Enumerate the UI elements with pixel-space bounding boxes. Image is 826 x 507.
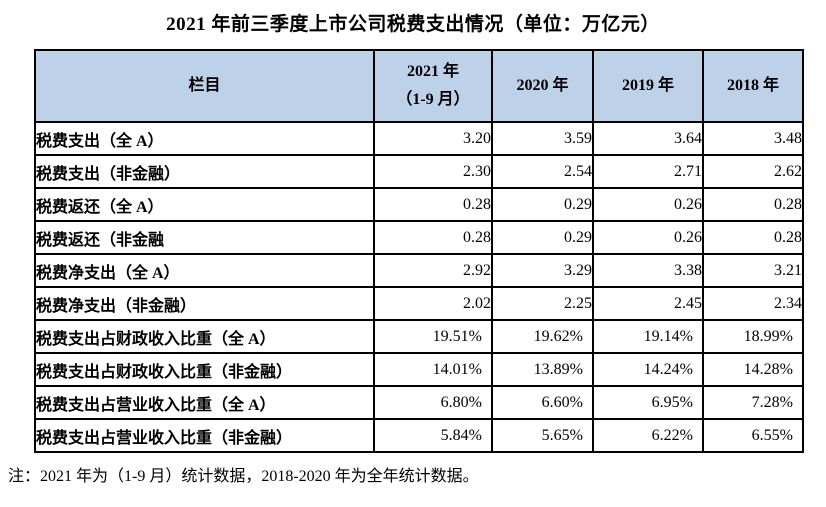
value-cell: 0.28 [373, 220, 493, 255]
table-row: 税费支出占财政收入比重（非金融） 14.01% 13.89% 14.24% 14… [34, 352, 804, 387]
value-cell: 2.45 [592, 286, 704, 321]
value-cell: 19.14% [592, 319, 704, 354]
value-cell: 5.84% [373, 418, 493, 453]
value-cell: 3.48 [702, 121, 804, 156]
value-cell: 2.02 [373, 286, 493, 321]
value-cell: 14.01% [373, 352, 493, 387]
value-cell: 0.28 [702, 187, 804, 222]
value-cell: 0.26 [592, 220, 704, 255]
row-label: 税费支出占营业收入比重（非金融） [34, 418, 375, 453]
value-cell: 7.28% [702, 385, 804, 420]
table-row: 税费支出占财政收入比重（全 A） 19.51% 19.62% 19.14% 18… [34, 319, 804, 354]
value-cell: 6.55% [702, 418, 804, 453]
row-label: 税费支出占财政收入比重（非金融） [34, 352, 375, 387]
value-cell: 3.21 [702, 253, 804, 288]
value-cell: 2.54 [491, 154, 594, 189]
value-cell: 6.95% [592, 385, 704, 420]
table-row: 税费支出占营业收入比重（全 A） 6.80% 6.60% 6.95% 7.28% [34, 385, 804, 420]
col-header-item: 栏目 [34, 49, 375, 123]
row-label: 税费支出（全 A） [34, 121, 375, 156]
table-header: 栏目 2021 年 （1-9 月） 2020 年 2019 年 2018 年 [34, 49, 804, 123]
value-cell: 0.29 [491, 187, 594, 222]
value-cell: 0.28 [373, 187, 493, 222]
value-cell: 2.30 [373, 154, 493, 189]
value-cell: 3.29 [491, 253, 594, 288]
table-row: 税费支出（非金融） 2.30 2.54 2.71 2.62 [34, 154, 804, 189]
row-label: 税费支出占营业收入比重（全 A） [34, 385, 375, 420]
value-cell: 3.38 [592, 253, 704, 288]
value-cell: 18.99% [702, 319, 804, 354]
value-cell: 3.20 [373, 121, 493, 156]
table-row: 税费返还（全 A） 0.28 0.29 0.26 0.28 [34, 187, 804, 222]
row-label: 税费支出（非金融） [34, 154, 375, 189]
value-cell: 2.62 [702, 154, 804, 189]
value-cell: 14.28% [702, 352, 804, 387]
value-cell: 0.29 [491, 220, 594, 255]
table-row: 税费返还（非金融 0.28 0.29 0.26 0.28 [34, 220, 804, 255]
value-cell: 3.59 [491, 121, 594, 156]
value-cell: 14.24% [592, 352, 704, 387]
header-row: 栏目 2021 年 （1-9 月） 2020 年 2019 年 2018 年 [34, 49, 804, 123]
value-cell: 0.28 [702, 220, 804, 255]
value-cell: 6.60% [491, 385, 594, 420]
value-cell: 19.51% [373, 319, 493, 354]
value-cell: 2.34 [702, 286, 804, 321]
row-label: 税费返还（非金融 [34, 220, 375, 255]
value-cell: 2.71 [592, 154, 704, 189]
table-row: 税费支出（全 A） 3.20 3.59 3.64 3.48 [34, 121, 804, 156]
value-cell: 2.92 [373, 253, 493, 288]
row-label: 税费净支出（非金融） [34, 286, 375, 321]
row-label: 税费净支出（全 A） [34, 253, 375, 288]
value-cell: 5.65% [491, 418, 594, 453]
value-cell: 0.26 [592, 187, 704, 222]
value-cell: 3.64 [592, 121, 704, 156]
footnote: 注：2021 年为（1-9 月）统计数据，2018-2020 年为全年统计数据。 [8, 468, 479, 485]
table-row: 税费支出占营业收入比重（非金融） 5.84% 5.65% 6.22% 6.55% [34, 418, 804, 453]
col-header-2018: 2018 年 [702, 49, 804, 123]
col-header-2021: 2021 年 （1-9 月） [373, 49, 493, 123]
table-row: 税费净支出（全 A） 2.92 3.29 3.38 3.21 [34, 253, 804, 288]
tax-expenditure-table: 栏目 2021 年 （1-9 月） 2020 年 2019 年 2018 年 税… [34, 49, 804, 453]
value-cell: 6.22% [592, 418, 704, 453]
col-header-2019: 2019 年 [592, 49, 704, 123]
row-label: 税费支出占财政收入比重（全 A） [34, 319, 375, 354]
col-header-2020: 2020 年 [491, 49, 594, 123]
table-title: 2021 年前三季度上市公司税费支出情况（单位：万亿元） [166, 14, 660, 35]
value-cell: 2.25 [491, 286, 594, 321]
table-body: 税费支出（全 A） 3.20 3.59 3.64 3.48 税费支出（非金融） … [34, 121, 804, 453]
row-label: 税费返还（全 A） [34, 187, 375, 222]
table-row: 税费净支出（非金融） 2.02 2.25 2.45 2.34 [34, 286, 804, 321]
value-cell: 13.89% [491, 352, 594, 387]
value-cell: 6.80% [373, 385, 493, 420]
value-cell: 19.62% [491, 319, 594, 354]
